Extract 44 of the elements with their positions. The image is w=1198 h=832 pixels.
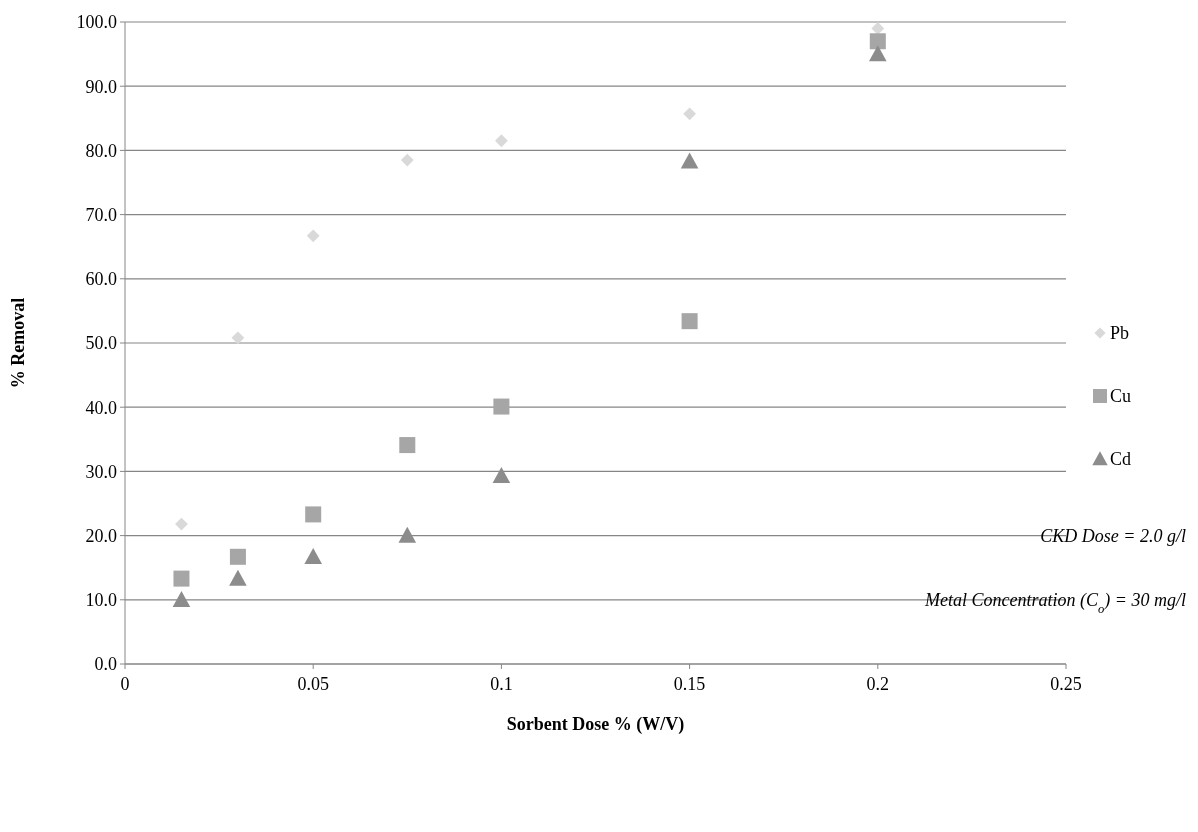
x-tick-label: 0.25 bbox=[1050, 674, 1082, 694]
point bbox=[399, 437, 416, 454]
point bbox=[229, 548, 246, 565]
x-tick-label: 0.15 bbox=[673, 674, 706, 694]
legend-label: Pb bbox=[1110, 323, 1130, 344]
x-tick-label: 0.2 bbox=[866, 674, 890, 694]
y-tick-label: 10.0 bbox=[85, 590, 117, 611]
point bbox=[680, 152, 699, 169]
point bbox=[306, 229, 320, 243]
point bbox=[869, 45, 887, 62]
annotation: CKD Dose = 2.0 g/l bbox=[1040, 525, 1186, 546]
annotation: Metal Concentration (C$_{o}$) = 30 mg/l bbox=[924, 590, 1186, 617]
point bbox=[173, 570, 190, 587]
x-tick-label: 0 bbox=[120, 674, 130, 694]
point bbox=[495, 134, 508, 148]
point bbox=[681, 313, 698, 330]
point bbox=[869, 33, 886, 50]
point bbox=[492, 467, 511, 484]
y-tick-label: 30.0 bbox=[85, 461, 117, 482]
point bbox=[172, 591, 191, 607]
y-tick-label: 60.0 bbox=[85, 269, 117, 290]
point bbox=[400, 153, 414, 167]
x-tick-label: 0.05 bbox=[297, 674, 329, 694]
point bbox=[871, 22, 885, 35]
y-tick-label: 50.0 bbox=[85, 333, 117, 354]
y-tick-label: 20.0 bbox=[85, 525, 117, 546]
y-tick-label: 100.0 bbox=[76, 12, 117, 33]
point bbox=[229, 569, 247, 586]
y-tick-label: 40.0 bbox=[85, 397, 117, 418]
point bbox=[493, 398, 510, 415]
point bbox=[231, 331, 245, 345]
point bbox=[398, 526, 417, 543]
point bbox=[304, 547, 322, 564]
x-tick-label: 0.1 bbox=[490, 674, 513, 694]
y-tick-label: 90.0 bbox=[85, 76, 117, 97]
y-tick-label: 0.0 bbox=[94, 654, 117, 675]
y-axis-title: % Removal bbox=[8, 297, 28, 389]
legend-label: Cu bbox=[1110, 386, 1132, 407]
point bbox=[305, 506, 322, 523]
y-tick-label: 70.0 bbox=[85, 204, 117, 225]
point bbox=[683, 107, 696, 121]
y-tick-label: 80.0 bbox=[85, 140, 117, 161]
x-axis-title: Sorbent Dose % (W/V) bbox=[506, 714, 685, 735]
legend-label: Cd bbox=[1110, 449, 1132, 470]
